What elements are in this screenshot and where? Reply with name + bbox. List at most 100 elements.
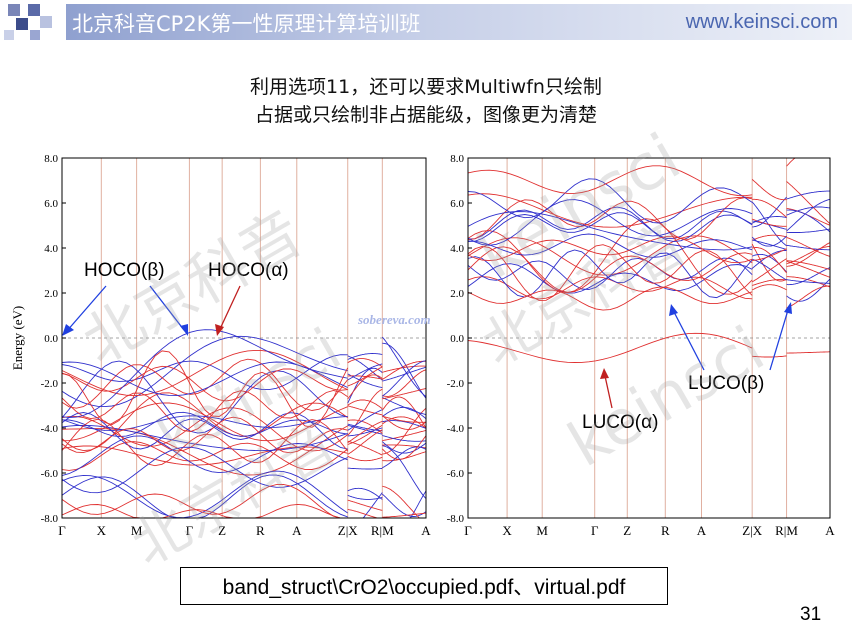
alpha-band-line <box>347 499 383 511</box>
kpoint-label: Γ <box>186 523 194 538</box>
luco-alpha-arrow <box>604 375 613 409</box>
y-tick-label: 6.0 <box>44 198 58 210</box>
kpoint-label: R <box>661 523 670 538</box>
y-tick-label: 4.0 <box>450 243 464 255</box>
beta-band-line <box>467 212 753 243</box>
beta-band-line <box>467 199 753 246</box>
beta-band-line <box>61 470 348 519</box>
alpha-band-line <box>347 375 383 380</box>
beta-band-line <box>467 211 753 251</box>
subtitle-line-1: 利用选项11，还可以要求Multiwfn只绘制 <box>250 76 602 98</box>
alpha-band-line <box>347 358 383 368</box>
band-structure-occupied: 8.06.04.02.00.0-2.0-4.0-6.0-8.0Γ X M Γ Z R A Z|… <box>10 153 431 538</box>
y-tick-label: 8.0 <box>450 153 464 165</box>
beta-band-line <box>751 253 787 273</box>
beta-band-line <box>347 423 383 432</box>
beta-band-line <box>347 353 383 360</box>
beta-band-line <box>347 367 383 404</box>
alpha-band-line <box>786 236 831 257</box>
alpha-band-line <box>786 285 830 309</box>
alpha-band-line <box>382 387 427 400</box>
band-structure-virtual: 8.06.04.02.00.0-2.0-4.0-6.0-8.0Γ X M Γ Z R A Z|… <box>447 153 836 538</box>
beta-band-line <box>61 474 348 519</box>
beta-band-line <box>382 446 427 469</box>
alpha-band-line <box>382 360 426 380</box>
beta-band-line <box>786 244 830 251</box>
y-tick-label: 6.0 <box>450 198 464 210</box>
beta-band-line <box>347 487 383 500</box>
alpha-band-line <box>382 485 426 519</box>
alpha-band-line <box>467 197 753 241</box>
alpha-band-line <box>61 350 349 428</box>
luco-beta-arrow-2 <box>769 309 789 371</box>
alpha-band-line <box>347 399 383 410</box>
y-tick-label: -6.0 <box>41 468 59 480</box>
beta-band-line <box>786 190 830 200</box>
alpha-band-line <box>467 332 753 363</box>
alpha-band-line <box>786 181 831 225</box>
hoco-alpha-arrowhead <box>215 324 224 336</box>
kpoint-label: R|M <box>371 523 394 538</box>
header-bar <box>66 4 852 40</box>
beta-band-line <box>752 196 787 228</box>
alpha-band-line <box>347 388 383 436</box>
alpha-band-line <box>467 218 753 295</box>
alpha-band-line <box>751 243 787 282</box>
alpha-band-line <box>752 247 787 274</box>
alpha-band-line <box>751 234 787 241</box>
kpoint-label: Z|X <box>338 523 359 538</box>
beta-band-line <box>61 329 348 419</box>
beta-band-line <box>752 220 787 230</box>
alpha-band-line <box>61 358 349 411</box>
beta-band-line <box>61 360 348 434</box>
hoco-beta-arrow <box>65 285 107 333</box>
beta-band-line <box>467 257 753 291</box>
hoco-beta-arrow-2 <box>149 285 185 331</box>
alpha-band-line <box>61 349 348 397</box>
y-tick-label: 8.0 <box>44 153 58 165</box>
luco-beta-label: LUCO(β) <box>688 373 764 394</box>
alpha-band-line <box>752 218 787 227</box>
luco-beta-arrowhead <box>669 304 678 316</box>
beta-band-line <box>467 178 753 224</box>
alpha-band-line <box>752 279 787 286</box>
kpoint-label: M <box>536 523 548 538</box>
alpha-band-line <box>347 366 383 387</box>
alpha-band-line <box>752 248 787 261</box>
kpoint-label: Γ <box>591 523 599 538</box>
alpha-band-line <box>347 508 383 519</box>
y-tick-label: -6.0 <box>447 468 465 480</box>
subtitle-line-2: 占据或只绘制非占据能级，图像更为清楚 <box>254 104 597 126</box>
alpha-band-line <box>381 435 427 460</box>
kpoint-label: X <box>502 523 512 538</box>
alpha-band-line <box>752 198 787 218</box>
alpha-band-line <box>347 405 383 416</box>
beta-band-line <box>752 239 787 250</box>
alpha-band-line <box>786 260 831 270</box>
alpha-band-line <box>61 407 348 452</box>
beta-band-line <box>381 441 427 454</box>
beta-band-line <box>61 435 348 477</box>
y-tick-label: 2.0 <box>44 288 58 300</box>
beta-band-line <box>347 427 383 437</box>
luco-alpha-arrowhead <box>600 368 609 379</box>
kpoint-label: A <box>825 523 835 538</box>
alpha-band-line <box>382 369 427 397</box>
luco-beta-arrowhead-2 <box>784 302 792 314</box>
course-title: 北京科音CP2K第一性原理计算培训班 <box>72 12 421 36</box>
file-path-box: band_struct\CrO2\occupied.pdf、virtual.pd… <box>180 567 668 605</box>
kpoint-label: Z <box>218 523 226 538</box>
kpoint-label: A <box>697 523 707 538</box>
alpha-band-line <box>61 483 348 519</box>
beta-band-line <box>786 206 831 216</box>
alpha-band-line <box>467 286 753 311</box>
alpha-band-line <box>382 415 426 423</box>
alpha-band-line <box>347 419 383 434</box>
alpha-band-line <box>786 351 830 354</box>
alpha-band-line <box>751 179 787 201</box>
beta-band-line <box>382 406 427 420</box>
kpoint-label: Z <box>623 523 631 538</box>
alpha-band-line <box>61 365 348 402</box>
alpha-band-line <box>786 276 831 288</box>
alpha-band-line <box>382 416 427 429</box>
